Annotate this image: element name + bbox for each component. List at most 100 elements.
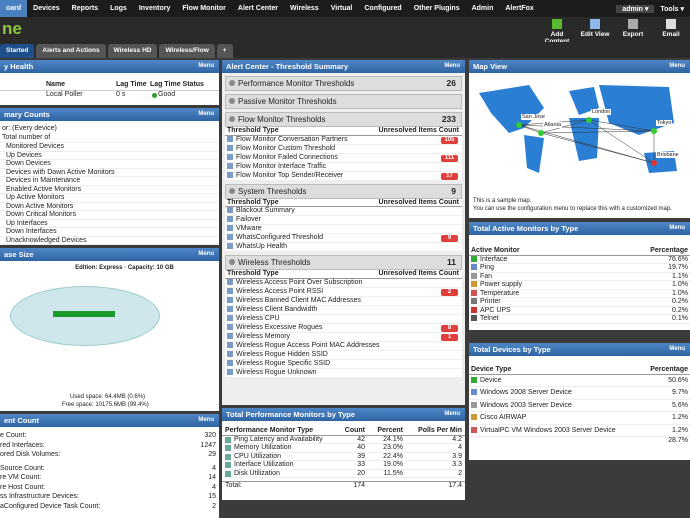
count-badge: 2	[441, 288, 458, 296]
toolbar-button[interactable]: Export	[614, 19, 652, 45]
map-graphic	[479, 85, 677, 173]
table-row: Ping 19.7%	[469, 264, 690, 273]
nav-item[interactable]: Inventory	[138, 5, 171, 12]
city-label[interactable]: Brisbane	[656, 152, 680, 158]
map-note: You can use the configuration menu to re…	[473, 206, 672, 212]
threshold-row: Wireless Rogue Unknown	[225, 368, 462, 378]
city-marker	[586, 117, 592, 123]
count-badge: 8	[441, 324, 458, 332]
nav-item[interactable]: AlertFox	[505, 5, 534, 12]
count-row: ss Infrastructure Devices: 15	[0, 493, 219, 502]
table-row: Fan 1.1%	[469, 272, 690, 281]
threshold-name: Wireless Client Bandwidth	[236, 305, 318, 313]
cell: Ping Latency and Availability	[234, 435, 323, 443]
nav-item[interactable]: Logs	[110, 5, 127, 12]
city-label[interactable]: Tokyo	[656, 120, 673, 126]
tools-menu[interactable]: Tools ▾	[660, 5, 684, 13]
row-icon	[227, 314, 233, 321]
city-label[interactable]: London	[591, 109, 612, 115]
perf-row: Disk Utilization 20 11.5% 2	[222, 469, 465, 478]
tab[interactable]: Wireless/Flow	[159, 44, 215, 58]
tab[interactable]: Wireless HD	[107, 44, 158, 58]
count-value: 4	[212, 464, 216, 472]
tab[interactable]: Alerts and Actions	[36, 44, 106, 58]
column-header: Lag Time Status	[150, 81, 204, 88]
menu-button[interactable]: Menu	[669, 63, 685, 69]
toolbar-label: Add Content	[545, 31, 570, 45]
threshold-group[interactable]: Wireless Thresholds 11	[225, 255, 462, 270]
nav-item[interactable]: Flow Monitor	[182, 5, 226, 12]
threshold-row: Blackout Summary	[225, 207, 462, 216]
nav-item[interactable]: Admin	[471, 5, 494, 12]
count-row: re Host Count: 4	[0, 484, 219, 493]
column-header: Threshold Type	[227, 127, 279, 134]
cell: 2	[458, 469, 462, 477]
tab[interactable]: +	[216, 44, 233, 58]
threshold-group[interactable]: System Thresholds 9	[225, 183, 462, 199]
count-value: 14	[208, 474, 216, 481]
row-value: 0.2%	[672, 298, 688, 305]
count-label: ored Disk Volumes:	[0, 451, 61, 458]
edition: Edition: Express · Capacity: 10 GB	[75, 265, 174, 271]
row-icon	[227, 332, 233, 339]
menu-button[interactable]: Menu	[198, 251, 214, 257]
continent	[569, 87, 599, 115]
link	[540, 119, 590, 134]
table-header: Threshold Type Unresolved Items Count	[225, 270, 462, 279]
row-name: Windows 2008 Server Device	[480, 389, 572, 396]
nav-item[interactable]: Devices	[33, 5, 60, 12]
row-icon	[227, 341, 233, 348]
link	[588, 119, 655, 164]
perf-row: Memory Utilization 40 23.0% 4	[222, 444, 465, 453]
nav-item[interactable]: oard	[0, 0, 28, 17]
row-value: 1.1%	[672, 272, 688, 280]
user-menu[interactable]: admin ▾	[616, 4, 655, 13]
summary-item: Down Interfaces	[0, 227, 219, 236]
row-icon	[471, 315, 477, 321]
table-row: Windows 2003 Server Device 5.6%	[469, 400, 690, 412]
menu-button[interactable]: Menu	[198, 63, 214, 69]
nav-item[interactable]: Configured	[364, 5, 402, 12]
menu-button[interactable]: Menu	[198, 417, 214, 423]
city-label[interactable]: Atlanta	[543, 122, 563, 128]
menu-button[interactable]: Menu	[669, 346, 685, 352]
nav-item[interactable]: Other Plugins	[413, 5, 460, 12]
menu-button[interactable]: Menu	[444, 411, 460, 417]
menu-button[interactable]: Menu	[669, 225, 685, 231]
nav-item[interactable]: Wireless	[289, 5, 319, 12]
group-count: 26	[446, 78, 456, 88]
threshold-name: Wireless Banned Client MAC Addresses	[236, 296, 361, 304]
row-icon	[471, 401, 477, 408]
group-count: 11	[447, 257, 456, 267]
column-header: Threshold Type	[227, 198, 279, 206]
threshold-name: Wireless Access Point RSSI	[236, 287, 324, 295]
row-value: 0.2%	[672, 306, 688, 314]
toolbar-button[interactable]: Email	[652, 19, 690, 45]
count-row: ored Disk Volumes: 29	[0, 451, 219, 460]
menu-button[interactable]: Menu	[444, 63, 460, 69]
used-space: Used space: 64.4MB (0.6%)	[70, 394, 146, 400]
cell: 3.3	[452, 461, 462, 468]
row-value: 5.6%	[672, 401, 688, 409]
threshold-row: WhatsUp Health	[225, 243, 462, 252]
toolbar-button[interactable]: Add Content	[538, 19, 576, 45]
threshold-group[interactable]: Flow Monitor Thresholds 233	[225, 112, 462, 127]
city-label[interactable]: San Jose	[521, 114, 546, 120]
nav-item[interactable]: Virtual	[330, 5, 353, 12]
summary-item: Unacknowledged Devices	[0, 235, 219, 245]
row-icon	[227, 287, 233, 294]
nav-item[interactable]: Reports	[71, 5, 99, 12]
menu-button[interactable]: Menu	[198, 111, 214, 117]
nav-item[interactable]: Alert Center	[237, 5, 278, 12]
threshold-group[interactable]: Performance Monitor Thresholds 26	[225, 76, 462, 91]
link	[588, 119, 655, 132]
row-icon	[471, 389, 477, 395]
summary-item: Actions fired in the last 4 hours	[0, 244, 219, 245]
table-row: Power supply 1.0%	[469, 281, 690, 290]
cell: 40	[357, 444, 365, 451]
threshold-group[interactable]: Passive Monitor Thresholds	[225, 94, 462, 109]
continent	[524, 135, 544, 173]
tab[interactable]: Started	[0, 44, 35, 58]
toolbar-button[interactable]: Edit View	[576, 19, 614, 45]
panel-title: Total Active Monitors by Type Menu	[469, 222, 690, 235]
